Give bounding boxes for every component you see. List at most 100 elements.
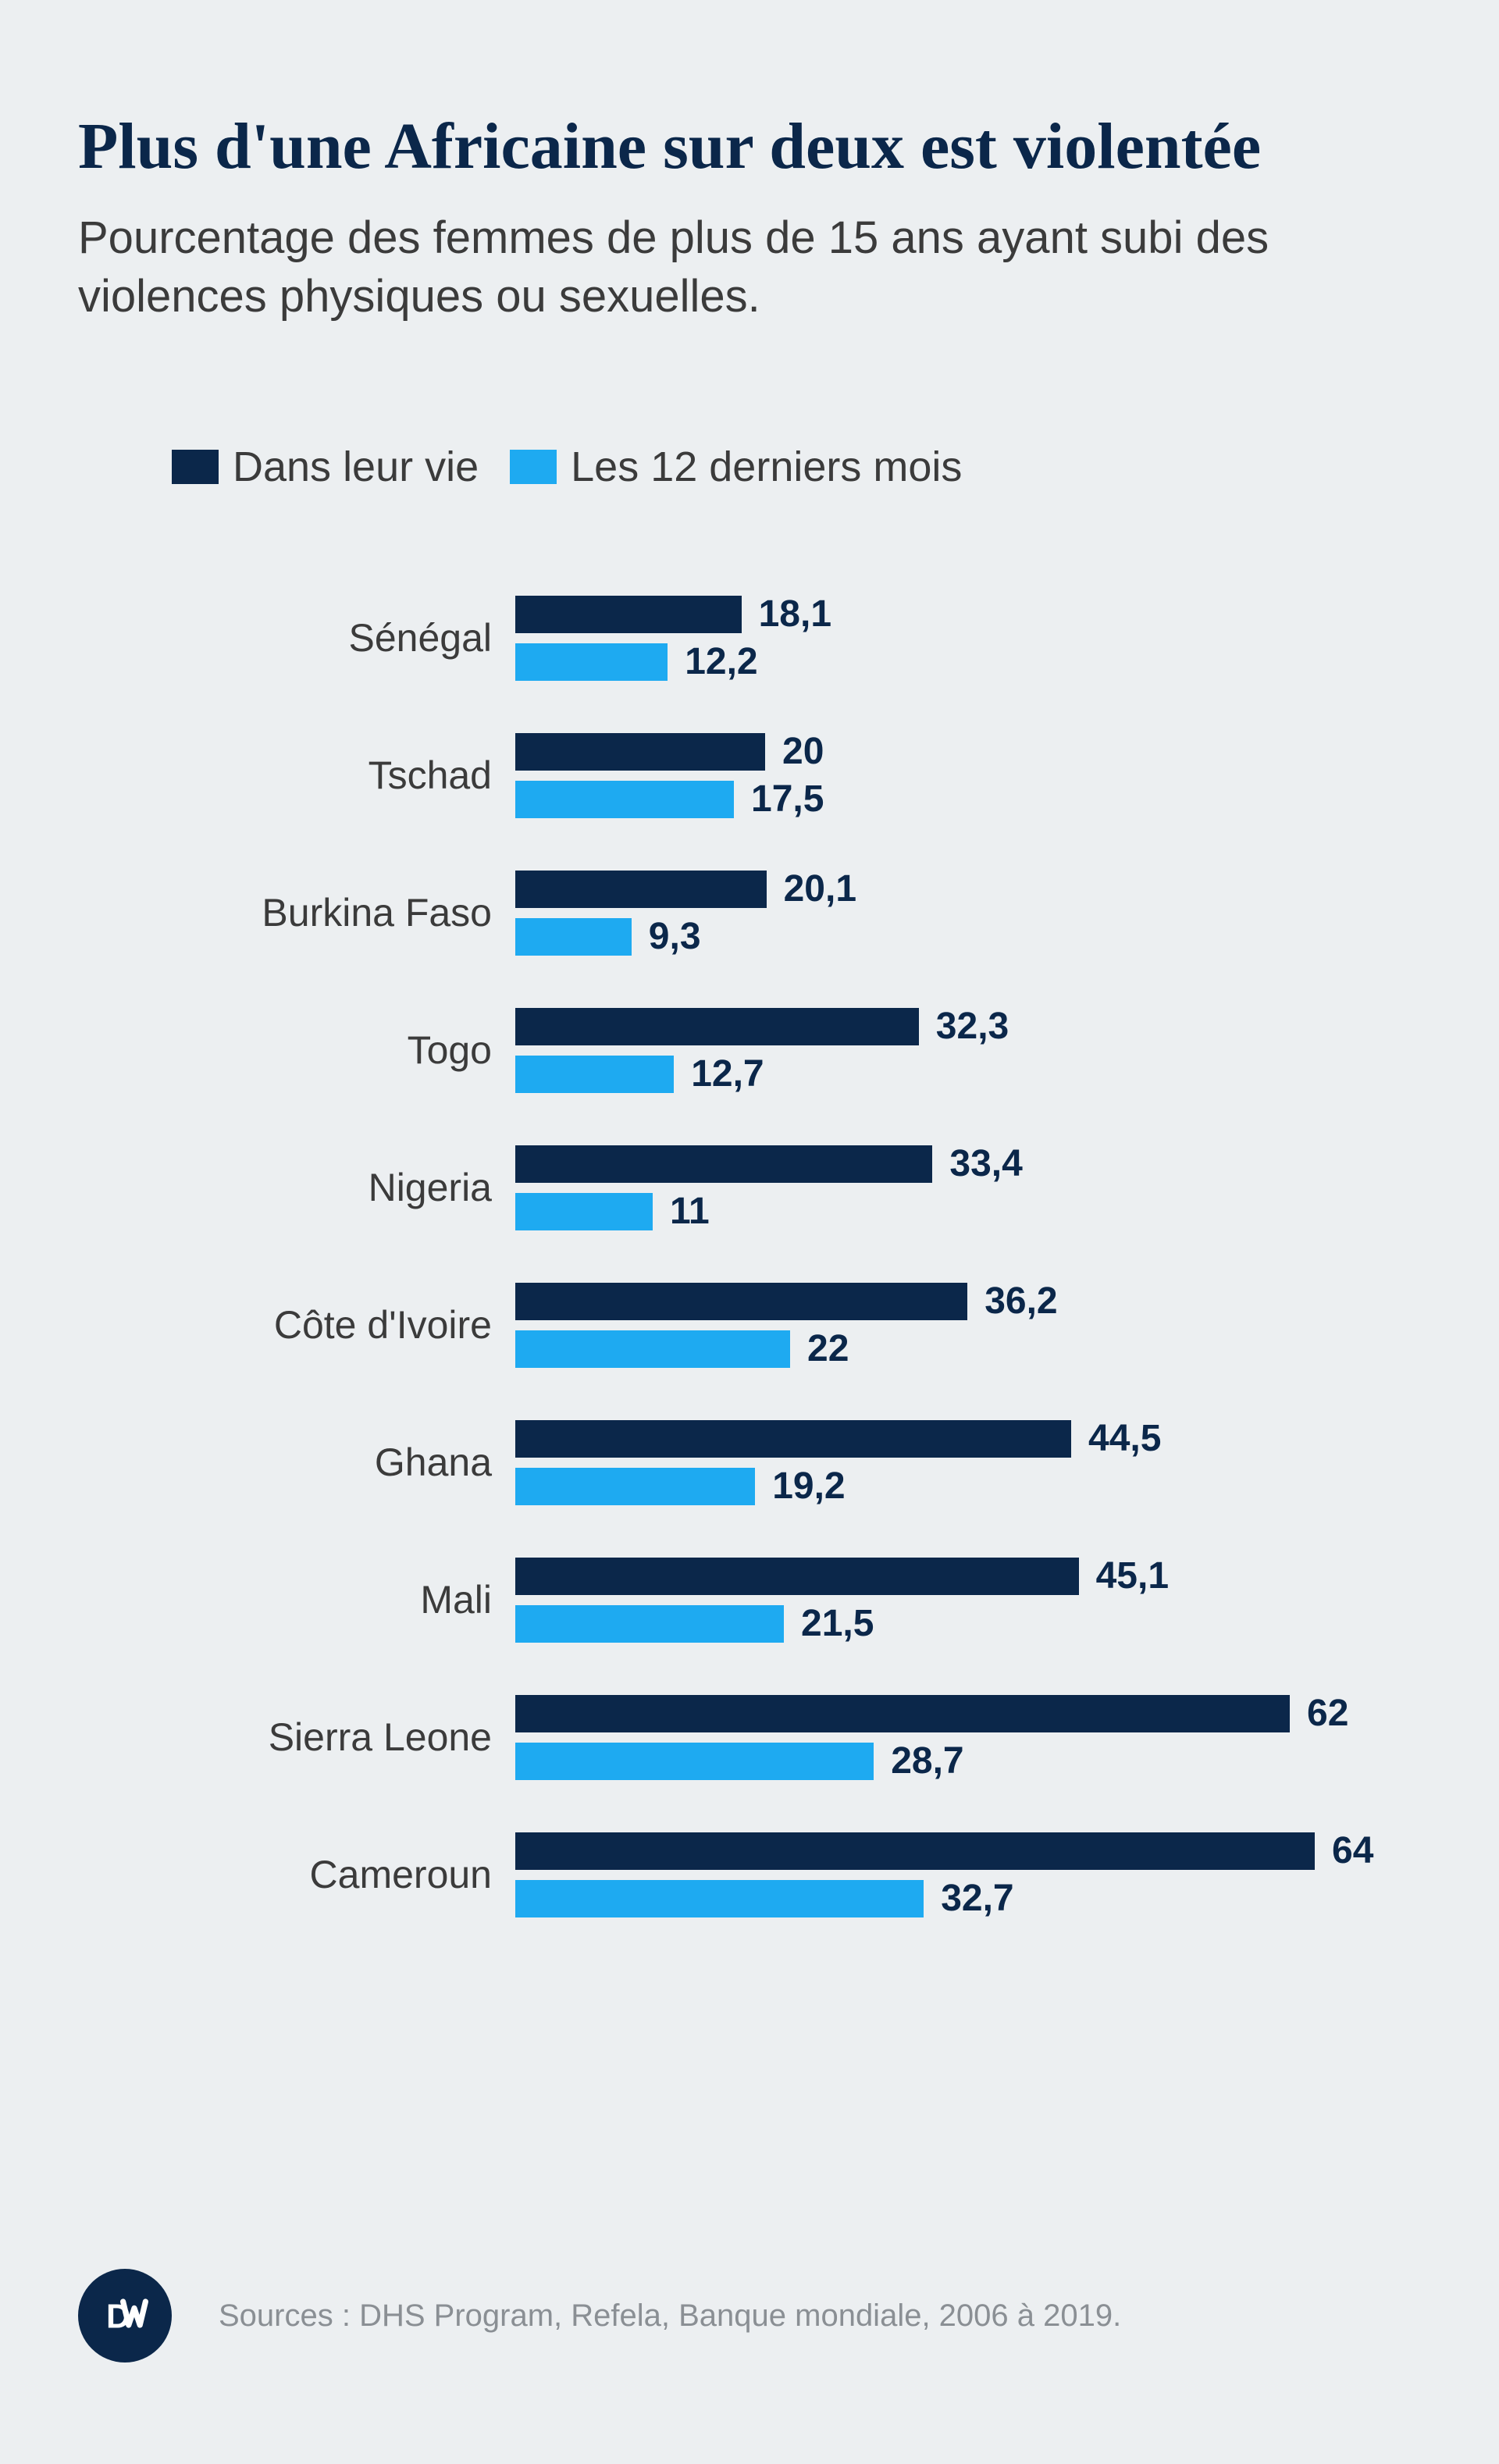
- bars-group: 32,3 12,7: [515, 1005, 1421, 1095]
- bar-line: 12,7: [515, 1052, 1421, 1095]
- bar-lifetime: [515, 596, 742, 633]
- chart-row: Mali 45,1 21,5: [78, 1554, 1421, 1645]
- bar-value-lifetime: 20: [782, 730, 824, 773]
- country-label: Sierra Leone: [78, 1714, 515, 1760]
- bar-last12: [515, 1193, 653, 1230]
- bar-line: 19,2: [515, 1465, 1421, 1508]
- bar-line: 21,5: [515, 1602, 1421, 1645]
- bar-line: 33,4: [515, 1142, 1421, 1185]
- bar-value-lifetime: 33,4: [949, 1142, 1022, 1185]
- bar-line: 36,2: [515, 1280, 1421, 1323]
- chart-row: Côte d'Ivoire 36,2 22: [78, 1280, 1421, 1370]
- bar-value-lifetime: 20,1: [784, 867, 856, 910]
- country-label: Nigeria: [78, 1165, 515, 1210]
- bar-lifetime: [515, 1145, 932, 1183]
- bar-lifetime: [515, 733, 765, 771]
- country-label: Togo: [78, 1027, 515, 1073]
- legend-swatch-last12: [510, 450, 557, 484]
- bars-group: 62 28,7: [515, 1692, 1421, 1782]
- source-text: Sources : DHS Program, Refela, Banque mo…: [219, 2298, 1121, 2334]
- chart-subtitle: Pourcentage des femmes de plus de 15 ans…: [78, 208, 1421, 326]
- bar-value-last12: 22: [807, 1327, 849, 1370]
- bar-value-lifetime: 18,1: [759, 593, 831, 636]
- chart-row: Sierra Leone 62 28,7: [78, 1692, 1421, 1782]
- legend: Dans leur vie Les 12 derniers mois: [172, 443, 1421, 491]
- bars-group: 45,1 21,5: [515, 1554, 1421, 1645]
- bar-line: 17,5: [515, 778, 1421, 821]
- bar-value-lifetime: 62: [1307, 1692, 1348, 1735]
- country-label: Ghana: [78, 1440, 515, 1485]
- bar-value-last12: 19,2: [772, 1465, 845, 1508]
- chart-row: Nigeria 33,4 11: [78, 1142, 1421, 1233]
- bar-last12: [515, 1605, 784, 1643]
- chart-row: Tschad2017,5: [78, 730, 1421, 821]
- bar-line: 22: [515, 1327, 1421, 1370]
- bar-last12: [515, 918, 632, 956]
- bar-last12: [515, 1880, 924, 1917]
- bar-line: 32,7: [515, 1877, 1421, 1920]
- country-label: Burkina Faso: [78, 890, 515, 935]
- chart-title: Plus d'une Africaine sur deux est violen…: [78, 109, 1421, 185]
- bar-value-lifetime: 64: [1332, 1829, 1373, 1872]
- chart-row: Cameroun 64 32,7: [78, 1829, 1421, 1920]
- bar-line: 28,7: [515, 1739, 1421, 1782]
- chart-row: Togo 32,3 12,7: [78, 1005, 1421, 1095]
- bar-lifetime: [515, 1008, 919, 1045]
- bar-value-last12: 21,5: [801, 1602, 874, 1645]
- chart-row: Sénégal18,112,2: [78, 593, 1421, 683]
- bar-line: 12,2: [515, 640, 1421, 683]
- bars-group: 64 32,7: [515, 1829, 1421, 1920]
- bar-line: 20,1: [515, 867, 1421, 910]
- bar-line: 18,1: [515, 593, 1421, 636]
- bars-group: 44,5 19,2: [515, 1417, 1421, 1508]
- bar-value-lifetime: 36,2: [984, 1280, 1057, 1323]
- bar-line: 32,3: [515, 1005, 1421, 1048]
- bar-line: 20: [515, 730, 1421, 773]
- dw-logo-icon: D: [78, 2269, 172, 2363]
- chart-row: Burkina Faso 20,1 9,3: [78, 867, 1421, 958]
- bar-last12: [515, 1330, 790, 1368]
- bars-group: 20,1 9,3: [515, 867, 1421, 958]
- bar-last12: [515, 1056, 674, 1093]
- bar-line: 45,1: [515, 1554, 1421, 1597]
- bar-value-lifetime: 44,5: [1088, 1417, 1161, 1460]
- bar-value-last12: 11: [670, 1190, 710, 1233]
- bar-value-lifetime: 45,1: [1096, 1554, 1169, 1597]
- legend-item-lifetime: Dans leur vie: [172, 443, 479, 491]
- footer: D Sources : DHS Program, Refela, Banque …: [78, 2269, 1421, 2363]
- bar-line: 62: [515, 1692, 1421, 1735]
- bar-value-last12: 12,7: [691, 1052, 764, 1095]
- bar-last12: [515, 1468, 755, 1505]
- bar-value-last12: 17,5: [751, 778, 824, 821]
- bars-group: 20 17,5: [515, 730, 1421, 821]
- bar-last12: [515, 643, 668, 681]
- bar-lifetime: [515, 1558, 1079, 1595]
- country-label: Mali: [78, 1577, 515, 1622]
- bars-group: 33,4 11: [515, 1142, 1421, 1233]
- legend-swatch-lifetime: [172, 450, 219, 484]
- country-label: Cameroun: [78, 1852, 515, 1897]
- bar-lifetime: [515, 1283, 967, 1320]
- bar-value-last12: 32,7: [941, 1877, 1013, 1920]
- bar-value-lifetime: 32,3: [936, 1005, 1009, 1048]
- bar-value-last12: 28,7: [891, 1739, 963, 1782]
- legend-label-last12: Les 12 derniers mois: [571, 443, 962, 491]
- bar-line: 64: [515, 1829, 1421, 1872]
- bar-value-last12: 12,2: [685, 640, 757, 683]
- bar-lifetime: [515, 1832, 1315, 1870]
- legend-label-lifetime: Dans leur vie: [233, 443, 479, 491]
- country-label: Côte d'Ivoire: [78, 1302, 515, 1348]
- bars-group: 18,112,2: [515, 593, 1421, 683]
- bar-value-last12: 9,3: [649, 915, 701, 958]
- bar-lifetime: [515, 1695, 1290, 1732]
- bar-last12: [515, 1743, 874, 1780]
- bar-lifetime: [515, 871, 767, 908]
- bars-group: 36,2 22: [515, 1280, 1421, 1370]
- bar-line: 9,3: [515, 915, 1421, 958]
- bar-line: 11: [515, 1190, 1421, 1233]
- country-label: Sénégal: [78, 615, 515, 661]
- bar-line: 44,5: [515, 1417, 1421, 1460]
- infographic-container: Plus d'une Africaine sur deux est violen…: [0, 0, 1499, 2464]
- chart-row: Ghana 44,5 19,2: [78, 1417, 1421, 1508]
- bar-last12: [515, 781, 734, 818]
